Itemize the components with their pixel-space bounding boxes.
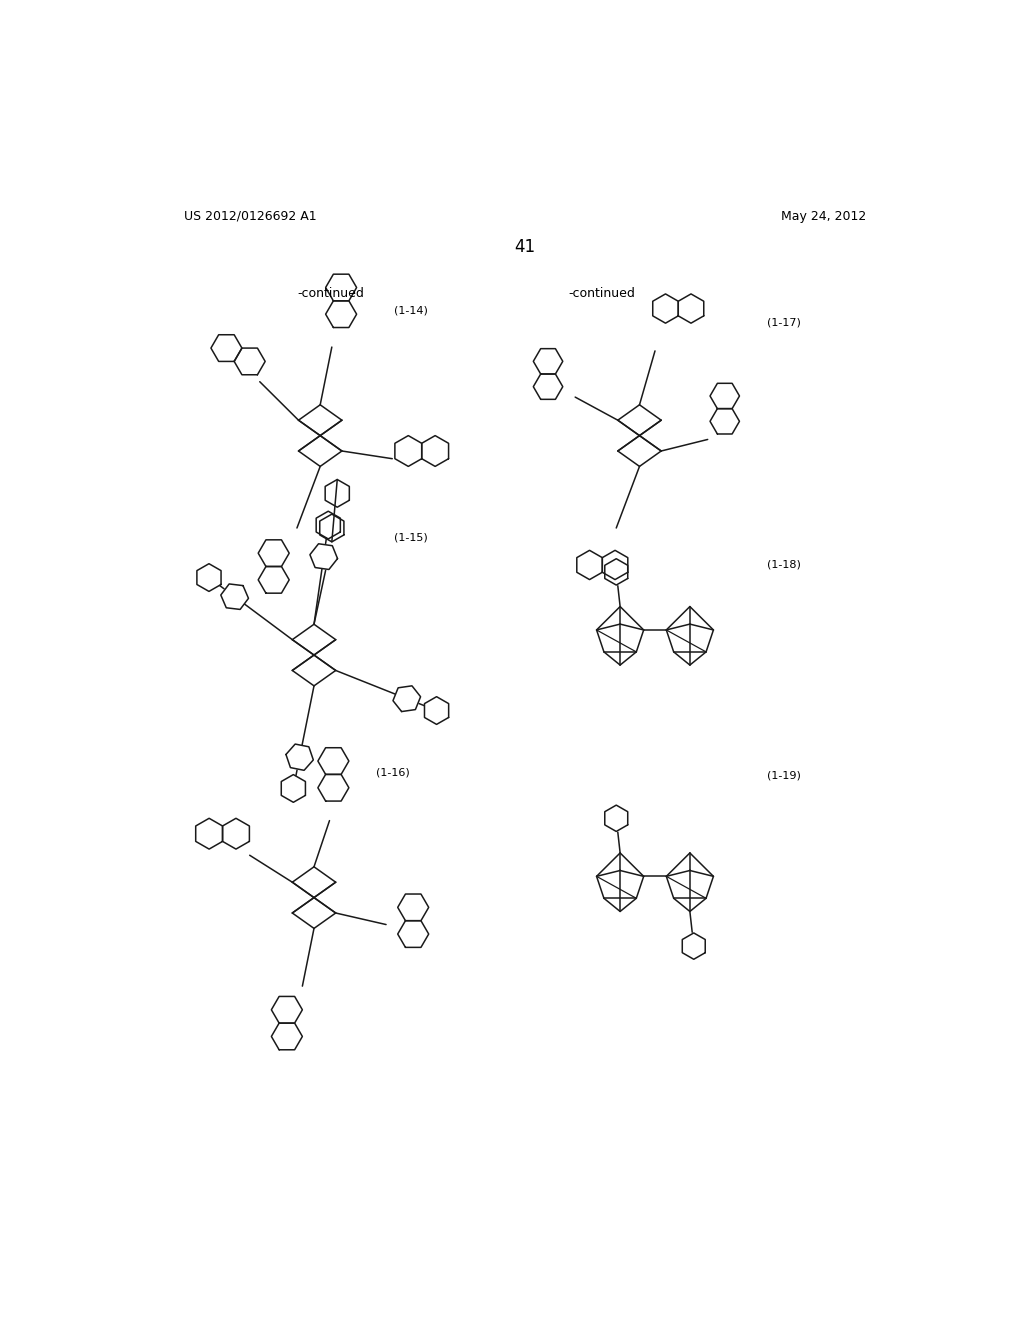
Text: May 24, 2012: May 24, 2012 (780, 210, 866, 223)
Text: (1-16): (1-16) (376, 767, 410, 777)
Text: (1-18): (1-18) (767, 560, 801, 569)
Text: (1-19): (1-19) (767, 771, 801, 781)
Text: -continued: -continued (569, 286, 636, 300)
Text: (1-15): (1-15) (394, 532, 428, 543)
Text: 41: 41 (514, 238, 536, 256)
Text: US 2012/0126692 A1: US 2012/0126692 A1 (183, 210, 316, 223)
Text: (1-14): (1-14) (394, 306, 428, 315)
Text: -continued: -continued (298, 286, 365, 300)
Text: (1-17): (1-17) (767, 317, 801, 327)
